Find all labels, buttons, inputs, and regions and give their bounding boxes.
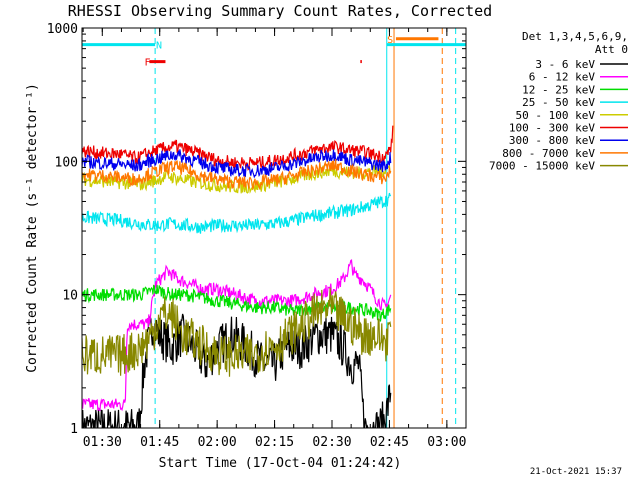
series-line-6 (82, 149, 392, 179)
chart-title: RHESSI Observing Summary Count Rates, Co… (68, 2, 492, 20)
legend-header-0: Det 1,3,4,5,6,9, (522, 30, 628, 43)
x-tick-label-0: 01:30 (83, 435, 122, 450)
x-tick-label-4: 02:30 (312, 435, 351, 450)
x-tick-label-6: 03:00 (427, 435, 466, 450)
x-tick-label-3: 02:15 (255, 435, 294, 450)
legend-label-8: 7000 - 15000 keV (489, 160, 595, 173)
date-stamp: 21-Oct-2021 15:37 (530, 467, 622, 477)
y-tick-label-3: 1000 (47, 22, 78, 37)
y-axis: 1 10 100 1000 (47, 22, 466, 437)
x-tick-label-5: 02:45 (370, 435, 409, 450)
series-line-3 (82, 192, 392, 234)
series-line-7 (82, 159, 392, 191)
x-axis-label: Start Time (17-Oct-04 01:24:42) (159, 456, 402, 471)
legend-label-3: 25 - 50 keV (522, 96, 595, 109)
legend-label-6: 300 - 800 keV (509, 134, 595, 147)
y-tick-label-2: 100 (55, 155, 78, 170)
legend-label-7: 800 - 7000 keV (502, 147, 595, 160)
x-tick-label-1: 01:45 (140, 435, 179, 450)
flag-label-F: F (144, 58, 150, 69)
y-tick-label-1: 10 (62, 289, 78, 304)
legend-label-5: 100 - 300 keV (509, 122, 595, 135)
flag-label-S: S (387, 35, 393, 46)
x-axis: 01:30 01:45 02:00 02:15 02:30 02:45 03:00 (82, 28, 467, 450)
series-line-0 (82, 313, 392, 428)
y-tick-label-0: 1 (70, 422, 78, 437)
legend-label-2: 12 - 25 keV (522, 83, 595, 96)
plot-area: FN S (82, 28, 466, 428)
x-tick-label-2: 02:00 (198, 435, 237, 450)
series-line-8 (82, 287, 392, 377)
legend-label-4: 50 - 100 keV (516, 109, 596, 122)
y-axis-label: Corrected Count Rate (s⁻¹ detector⁻¹) (25, 83, 40, 373)
plot-frame (81, 27, 467, 429)
legend-label-0: 3 - 6 keV (535, 58, 595, 71)
flag-label-N: N (156, 41, 162, 52)
legend-header-1: Att 0 (595, 43, 628, 56)
legend-label-1: 6 - 12 keV (529, 71, 596, 84)
